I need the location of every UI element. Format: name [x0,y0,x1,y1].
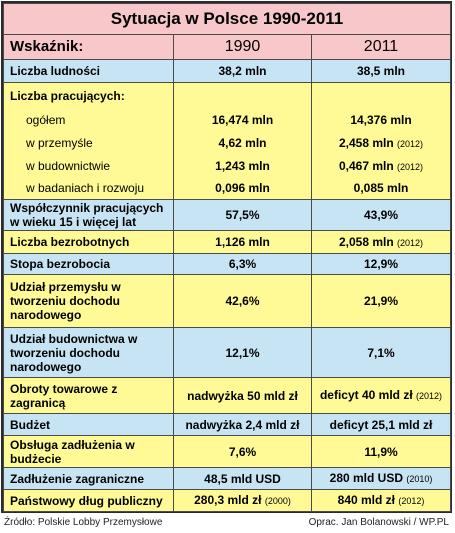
table-title: Sytuacja w Polsce 1990-2011 [2,3,452,35]
table-row: Zadłużenie zagraniczne 48,5 mld USD 280 … [3,467,452,490]
row-label: Budżet [3,413,174,436]
value-2011: 14,376 mln [310,108,452,132]
header-year-1990: 1990 [173,34,312,60]
value-2011 [310,82,452,109]
source-note: Źródło: Polskie Lobby Przemysłowe [4,517,163,528]
value-2011: 11,9% [310,435,452,468]
value-1990: nadwyżka 50 mld zł [173,377,312,414]
row-label: w przemyśle [3,131,174,155]
value-2011: deficyt 25,1 mld zł [310,413,452,436]
table-row: w przemyśle 4,62 mln 2,458 mln (2012) [3,131,452,155]
value-1990: 48,5 mld USD [173,467,312,490]
table-row: Udział przemysłu w tworzeniu dochodu nar… [3,274,452,328]
value-1990: 4,62 mln [173,131,312,155]
value-1990 [173,82,312,109]
value-1990: 38,2 mln [173,59,312,83]
footer: Źródło: Polskie Lobby Przemysłowe Oprac.… [4,517,451,531]
statistics-table: Sytuacja w Polsce 1990-2011 Wskaźnik: 19… [2,3,452,512]
row-label: Liczba ludności [3,59,174,83]
header-indicator-label: Wskaźnik: [3,34,174,60]
table-row: Obroty towarowe z zagranicą nadwyżka 50 … [3,377,452,414]
row-label: Państwowy dług publiczny [3,489,174,512]
table-row: Państwowy dług publiczny 280,3 mld zł (2… [3,489,452,512]
table-row: w budownictwie 1,243 mln 0,467 mln (2012… [3,154,452,178]
header-year-2011: 2011 [310,34,452,60]
value-2011: 12,9% [310,253,452,275]
table-row: Liczba ludności 38,2 mln 38,5 mln [3,59,452,83]
value-2011: 840 mld zł (2012) [310,489,452,512]
row-label: w badaniach i rozwoju [3,177,174,200]
value-1990: 1,126 mln [173,230,312,254]
value-2011: 0,085 mln [310,177,452,200]
row-label: Udział przemysłu w tworzeniu dochodu nar… [3,274,174,328]
value-1990: 16,474 mln [173,108,312,132]
row-label: Stopa bezrobocia [3,253,174,275]
row-label: Liczba bezrobotnych [3,230,174,254]
row-label: Udział budownictwa w tworzeniu dochodu n… [3,327,174,378]
author-note: Oprac. Jan Bolanowski / WP.PL [308,517,449,528]
value-2011: 7,1% [310,327,452,378]
table-row: w badaniach i rozwoju 0,096 mln 0,085 ml… [3,177,452,200]
value-2011: 2,058 mln (2012) [310,230,452,254]
value-2011: 0,467 mln (2012) [310,154,452,178]
row-label: Liczba pracujących: [3,82,174,109]
value-1990: 42,6% [173,274,312,328]
value-2011: 43,9% [310,199,452,231]
row-label: w budownictwie [3,154,174,178]
value-1990: 12,1% [173,327,312,378]
table-row: Obsługa zadłużenia w budżecie 7,6% 11,9% [3,435,452,468]
value-2011: 21,9% [310,274,452,328]
value-1990: 280,3 mld zł (2000) [173,489,312,512]
value-2011: deficyt 40 mld zł (2012) [310,377,452,414]
value-1990: 1,243 mln [173,154,312,178]
table-row: Liczba bezrobotnych 1,126 mln 2,058 mln … [3,230,452,254]
value-2011: 2,458 mln (2012) [310,131,452,155]
value-1990: 57,5% [173,199,312,231]
row-label: Obroty towarowe z zagranicą [3,377,174,414]
value-1990: 6,3% [173,253,312,275]
table-row: Stopa bezrobocia 6,3% 12,9% [3,253,452,275]
value-1990: 0,096 mln [173,177,312,200]
value-1990: nadwyżka 2,4 mld zł [173,413,312,436]
value-1990: 7,6% [173,435,312,468]
table-row: Liczba pracujących: [3,82,452,109]
table-row: Budżet nadwyżka 2,4 mld zł deficyt 25,1 … [3,413,452,436]
row-label: Zadłużenie zagraniczne [3,467,174,490]
table-row: ogółem 16,474 mln 14,376 mln [3,108,452,132]
row-label: Współczynnik pracujących w wieku 15 i wi… [3,199,174,231]
value-2011: 280 mld USD (2010) [310,467,452,490]
statistics-table-frame: Sytuacja w Polsce 1990-2011 Wskaźnik: 19… [1,1,452,513]
row-label: Obsługa zadłużenia w budżecie [3,435,174,468]
table-row: Udział budownictwa w tworzeniu dochodu n… [3,327,452,378]
value-2011: 38,5 mln [310,59,452,83]
row-label: ogółem [3,108,174,132]
table-row: Współczynnik pracujących w wieku 15 i wi… [3,199,452,231]
